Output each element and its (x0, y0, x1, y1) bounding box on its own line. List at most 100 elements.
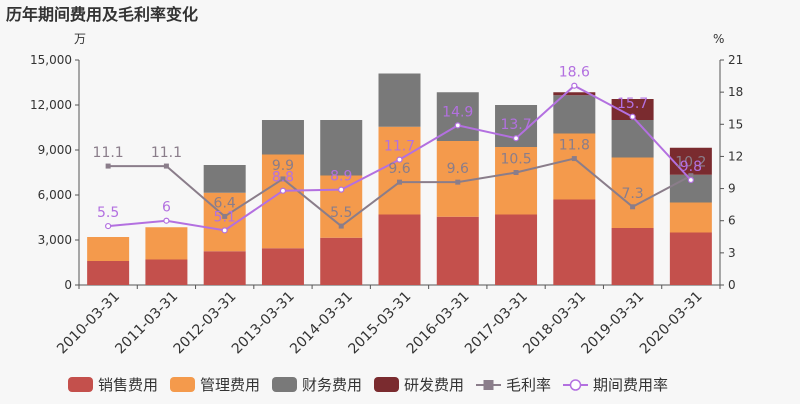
bar-segment (611, 157, 654, 228)
series-point (279, 187, 287, 194)
bar-segment (495, 214, 538, 285)
data-label: 5.5 (97, 205, 119, 221)
series-point (105, 222, 112, 230)
data-label: 6.4 (214, 195, 236, 211)
series-point (105, 163, 111, 169)
series-point (280, 176, 286, 182)
data-label: 14.9 (442, 104, 473, 120)
left-axis-tick-label: 3,000 (38, 233, 72, 247)
left-axis-tick-label: 9,000 (38, 143, 72, 157)
bar-segment (203, 251, 246, 285)
legend: 销售费用 管理费用 财务费用 研发费用 毛利率 期间费用率 (68, 376, 668, 394)
legend-label: 财务费用 (302, 376, 362, 394)
data-label: 11.8 (559, 138, 590, 154)
bar-segment (553, 199, 596, 285)
data-label: 11.7 (384, 139, 415, 155)
series-point (396, 156, 403, 163)
series-point (571, 156, 577, 162)
bar-segment (669, 202, 712, 233)
left-axis-ticks: 0 3,000 6,000 9,000 12,000 15,000 (30, 53, 79, 292)
bar-segment (261, 248, 304, 285)
series-point (454, 122, 461, 129)
series-point (571, 82, 578, 89)
series-point (163, 163, 169, 169)
left-axis-tick-label: 6,000 (38, 188, 72, 202)
left-axis-tick-label: 15,000 (30, 53, 72, 67)
series-point (687, 176, 694, 184)
series-point (455, 179, 461, 185)
data-label: 11.1 (93, 145, 124, 161)
data-label: 13.7 (500, 117, 531, 133)
bar-segment (320, 120, 363, 176)
legend-label: 销售费用 (98, 376, 158, 394)
series-point (338, 186, 345, 193)
line-series-group (105, 82, 694, 234)
data-label: 7.3 (621, 186, 643, 202)
bar-segment (669, 147, 712, 175)
series-point (397, 179, 402, 185)
data-labels-group: 11.1 11.1 6.4 9.9 5.5 9.6 9.6 10.5 11.8 7.3 10.2 5.… (93, 65, 707, 226)
legend-marker (483, 380, 494, 390)
series-point (630, 204, 636, 210)
right-axis-tick-label: 12 (728, 149, 743, 163)
bar-segment (495, 147, 538, 215)
data-label: 9.6 (447, 161, 469, 177)
right-axis-unit: % (713, 32, 724, 46)
data-label: 9.6 (388, 161, 410, 177)
right-axis-tick-label: 0 (728, 278, 736, 292)
data-label: 5.1 (214, 209, 236, 225)
bar-segment (553, 133, 596, 200)
left-axis-unit: 万 (74, 32, 86, 46)
bar-segment (87, 237, 130, 261)
series-point (222, 213, 228, 219)
right-axis-ticks: 0 3 6 9 12 15 18 21 (720, 53, 743, 292)
legend-swatch (374, 377, 399, 392)
data-label: 18.6 (559, 65, 590, 81)
legend-swatch (170, 377, 195, 392)
bar-segment (203, 165, 246, 193)
right-axis-tick-label: 21 (728, 53, 743, 67)
bar-segment (436, 216, 479, 285)
data-label: 15.7 (617, 96, 648, 112)
bar-segment (87, 261, 130, 285)
legend-label: 毛利率 (506, 376, 551, 394)
series-point (629, 113, 636, 120)
data-label: 8.9 (330, 169, 352, 185)
legend-label: 期间费用率 (593, 376, 668, 394)
left-axis-tick-label: 12,000 (30, 98, 72, 112)
data-label: 9.9 (272, 158, 294, 174)
right-axis-tick-label: 9 (728, 182, 736, 196)
right-axis-tick-label: 18 (728, 85, 743, 99)
series-point (338, 223, 344, 229)
bar-segment (378, 126, 421, 215)
bar-segment (611, 99, 654, 120)
series-point (163, 217, 170, 224)
left-axis-tick-label: 0 (64, 278, 72, 292)
x-axis-tick-label: 2020-03-31 (637, 289, 706, 358)
legend-label: 研发费用 (404, 376, 464, 394)
data-label: 8.8 (272, 170, 294, 186)
x-axis-labels: 2010-03-312011-03-312012-03-312013-03-31… (54, 285, 721, 358)
data-label: 10.2 (675, 155, 706, 171)
series-point (688, 173, 694, 179)
data-label: 9.8 (680, 159, 702, 175)
bar-segment (611, 120, 654, 158)
right-axis-tick-label: 3 (728, 246, 736, 260)
bar-segment (611, 228, 654, 285)
bar-segment (145, 227, 188, 260)
legend-marker (569, 379, 582, 391)
bar-segment (145, 259, 188, 285)
bar-series-group (87, 73, 712, 285)
series-point (512, 135, 520, 142)
right-axis-tick-label: 6 (728, 214, 736, 228)
bar-segment (669, 232, 712, 285)
data-label: 11.1 (151, 145, 182, 161)
bar-segment (553, 95, 596, 134)
legend-label: 管理费用 (200, 376, 260, 394)
bar-segment (378, 73, 421, 127)
data-label: 5.5 (330, 205, 352, 221)
bar-segment (320, 237, 363, 285)
data-label: 10.5 (500, 152, 531, 168)
